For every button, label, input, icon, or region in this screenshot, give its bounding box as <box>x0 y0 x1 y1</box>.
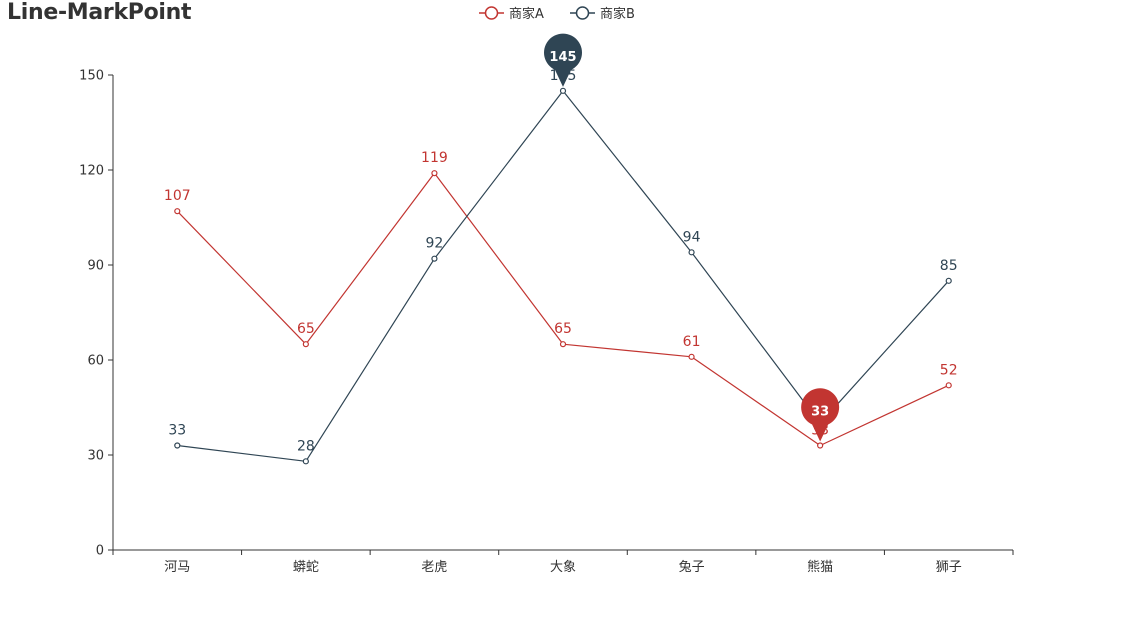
data-point[interactable] <box>302 458 309 465</box>
data-label: 65 <box>297 321 315 337</box>
axes: 0 30 60 90 120 150 河马 蟒蛇 老虎 大象 兔子 熊猫 狮子 <box>79 69 1014 575</box>
mark-point-pin <box>801 388 840 442</box>
legend-item-a[interactable]: 商家A <box>479 6 544 22</box>
legend-item-b[interactable]: 商家B <box>570 6 635 22</box>
data-point[interactable] <box>688 249 695 256</box>
x-tick-label: 老虎 <box>421 560 447 575</box>
data-label: 119 <box>421 150 448 166</box>
data-label: 33 <box>168 423 186 439</box>
data-point[interactable] <box>945 277 952 284</box>
data-label: 92 <box>426 236 444 252</box>
y-tick-label: 60 <box>87 354 104 369</box>
x-tick-label: 蟒蛇 <box>293 560 319 575</box>
legend-marker <box>484 6 499 20</box>
series-a <box>174 170 952 449</box>
data-label: 107 <box>164 188 191 204</box>
mark-point-pin <box>544 33 582 87</box>
mark-point-min[interactable]: 33 <box>801 388 840 442</box>
data-point[interactable] <box>559 341 567 348</box>
data-label: 94 <box>683 229 701 245</box>
data-point[interactable] <box>174 208 181 215</box>
data-label: 61 <box>683 334 701 350</box>
data-labels: 10765119656133523328921459485 <box>164 68 958 455</box>
data-point[interactable] <box>559 87 567 94</box>
data-label: 52 <box>940 362 958 378</box>
x-tick-label: 河马 <box>164 560 190 575</box>
y-tick-label: 30 <box>87 449 104 464</box>
y-tick-label: 150 <box>79 69 104 84</box>
data-point[interactable] <box>174 442 181 449</box>
legend-label: 商家A <box>509 6 544 22</box>
data-point[interactable] <box>431 170 438 177</box>
mark-point-value: 145 <box>549 50 576 65</box>
chart-title: Line-MarkPoint <box>7 0 192 25</box>
x-tick-label: 熊猫 <box>807 559 833 575</box>
mark-points: 33 145 <box>544 33 840 442</box>
y-tick-label: 0 <box>96 544 104 559</box>
data-point[interactable] <box>688 353 695 360</box>
data-label: 85 <box>940 258 958 274</box>
data-label: 28 <box>297 438 315 454</box>
legend-marker <box>575 6 590 20</box>
data-point[interactable] <box>945 382 952 389</box>
y-tick-label: 90 <box>87 259 104 274</box>
legend-label: 商家B <box>600 6 635 22</box>
y-tick-label: 120 <box>79 164 104 179</box>
x-tick-label: 大象 <box>550 560 576 575</box>
data-point[interactable] <box>431 255 438 262</box>
mark-point-value: 33 <box>811 405 829 420</box>
x-tick-label: 狮子 <box>936 560 962 575</box>
x-tick-label: 兔子 <box>679 560 705 575</box>
mark-point-max[interactable]: 145 <box>544 33 582 87</box>
legend[interactable]: 商家A 商家B <box>479 6 635 22</box>
data-label: 65 <box>554 321 572 337</box>
data-point[interactable] <box>302 341 309 348</box>
data-point[interactable] <box>817 442 824 449</box>
